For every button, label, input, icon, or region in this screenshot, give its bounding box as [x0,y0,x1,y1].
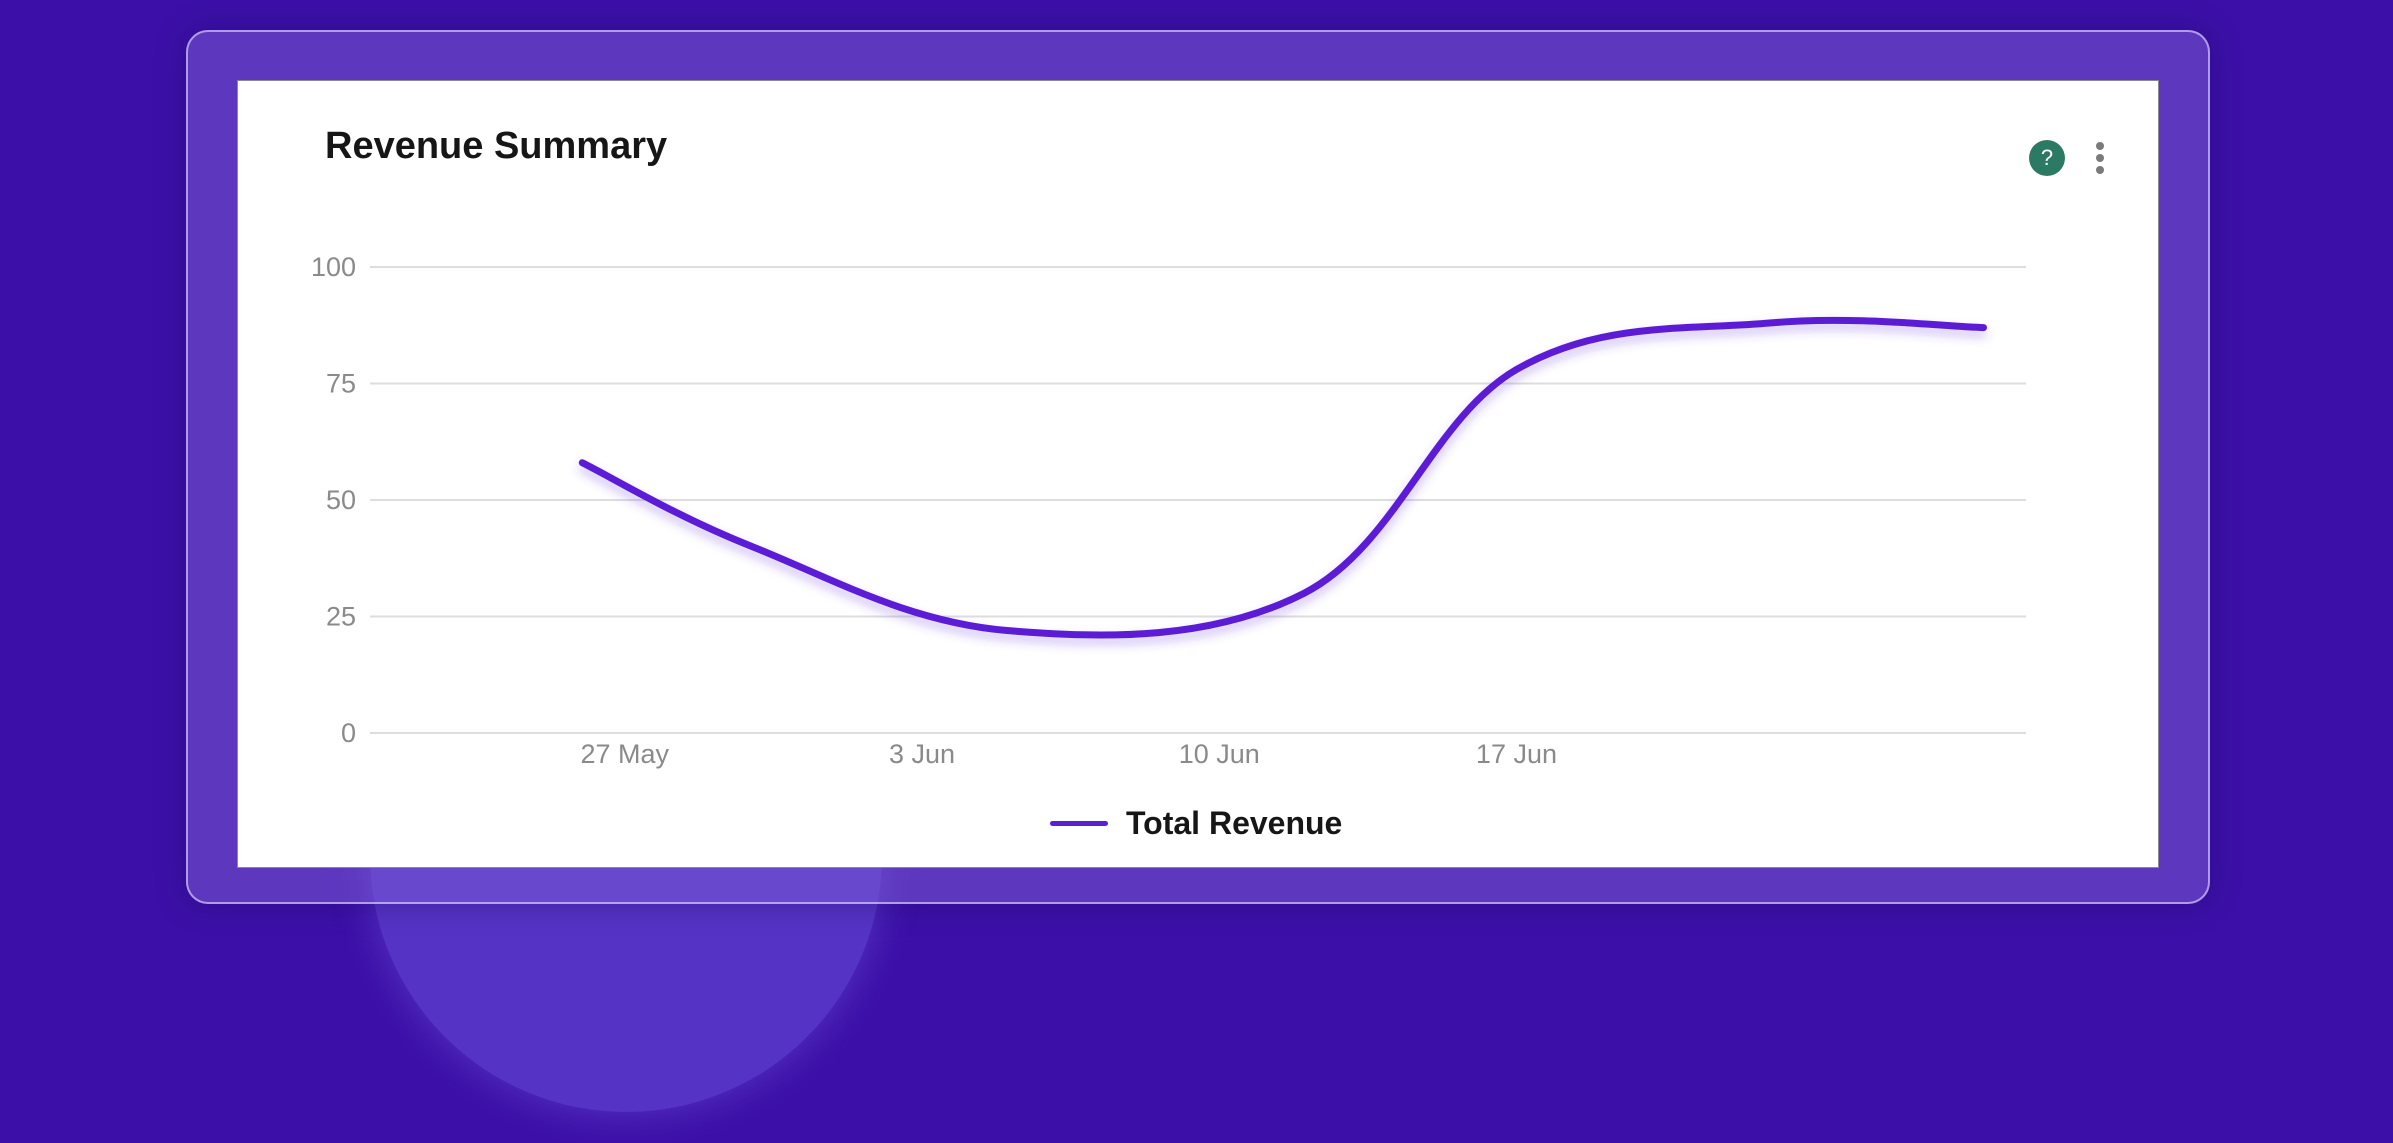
y-tick-label-25: 25 [326,602,356,632]
card-title: Revenue Summary [325,125,668,167]
legend-swatch-total-revenue [1050,821,1108,826]
y-tick-label-50: 50 [326,485,356,515]
chart-legend[interactable]: Total Revenue [1050,805,1342,842]
more-options-icon[interactable] [2091,140,2109,176]
y-tick-label-0: 0 [341,718,356,748]
y-tick-label-100: 100 [311,252,356,282]
x-tick-label-10-jun: 10 Jun [1179,739,1260,769]
revenue-chart: 0 25 50 75 100 27 May 3 Jun 10 Jun 17 Jun [311,252,2026,769]
x-tick-label-3-jun: 3 Jun [889,739,955,769]
series-line-total-revenue [578,316,1988,639]
legend-label-total-revenue: Total Revenue [1126,805,1343,841]
revenue-summary-card: 0 25 50 75 100 27 May 3 Jun 10 Jun 17 Jun Revenu… [237,80,2159,868]
x-tick-label-27-may: 27 May [580,739,669,769]
x-tick-label-17-jun: 17 Jun [1476,739,1557,769]
y-tick-label-75: 75 [326,369,356,399]
help-icon[interactable]: ? [2029,140,2065,176]
